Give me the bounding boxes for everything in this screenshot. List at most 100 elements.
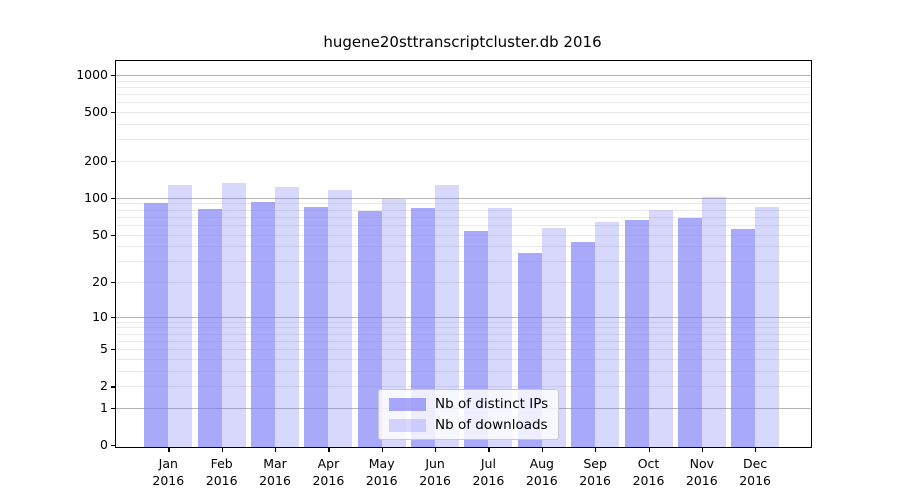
x-tick-label-oct: Oct 2016 [632, 456, 665, 488]
legend-item-distinct-ips: Nb of distinct IPs [389, 396, 548, 412]
x-tick-mark-aug [541, 447, 544, 452]
bar-downloads-mar [275, 187, 299, 447]
legend-label-distinct-ips: Nb of distinct IPs [435, 396, 549, 412]
bar-downloads-nov [701, 197, 726, 447]
y-tick-mark-10 [110, 316, 115, 318]
bar-distinct-ips-nov [677, 218, 702, 447]
gridlines-layer [116, 61, 811, 447]
distinct-ips-swatch [389, 397, 426, 411]
minor-gridline-800 [116, 87, 811, 88]
bar-downloads-jan [168, 184, 193, 447]
x-tick-label-jul: Jul 2016 [472, 456, 505, 488]
minor-gridline-20 [116, 282, 811, 283]
y-tick-mark-0 [110, 445, 115, 447]
legend-item-downloads: Nb of downloads [389, 417, 548, 433]
minor-gridline-400 [116, 124, 811, 125]
x-tick-label-nov: Nov 2016 [685, 456, 718, 488]
x-tick-label-jan: Jan 2016 [152, 456, 185, 488]
y-tick-label-10: 10 [92, 308, 108, 324]
minor-gridline-8 [116, 327, 811, 329]
y-tick-label-20: 20 [92, 274, 108, 289]
y-tick-mark-1000 [110, 75, 115, 77]
y-tick-mark-1 [110, 407, 115, 410]
minor-gridline-9 [116, 321, 811, 323]
y-tick-mark-50 [110, 234, 115, 236]
y-tick-mark-2 [110, 386, 115, 388]
y-tick-mark-500 [110, 112, 115, 114]
minor-gridline-2 [116, 386, 811, 388]
minor-gridline-80 [116, 209, 811, 211]
minor-gridline-700 [116, 94, 811, 96]
y-tick-label-2: 2 [100, 378, 108, 394]
x-tick-mark-jan [168, 447, 170, 452]
legend: Nb of distinct IPs Nb of downloads [378, 389, 560, 440]
x-tick-mark-jul [488, 447, 490, 452]
x-tick-mark-nov [701, 447, 704, 452]
y-tick-label-5: 5 [100, 341, 108, 357]
x-tick-mark-feb [221, 447, 224, 452]
x-tick-mark-mar [275, 447, 277, 452]
minor-gridline-300 [116, 139, 811, 141]
y-tick-label-1000: 1000 [76, 67, 108, 82]
bar-downloads-dec [755, 207, 780, 447]
minor-gridline-3 [116, 370, 811, 372]
minor-gridline-40 [116, 246, 811, 248]
bar-distinct-ips-dec [731, 229, 756, 447]
x-tick-label-aug: Aug 2016 [525, 456, 558, 488]
y-tick-label-0: 0 [100, 437, 108, 452]
major-gridline-1000 [116, 75, 811, 76]
y-tick-label-500: 500 [84, 104, 108, 120]
minor-gridline-6 [116, 340, 811, 342]
minor-gridline-50 [116, 234, 811, 236]
x-tick-label-jun: Jun 2016 [419, 456, 451, 488]
chart-title: hugene20sttranscriptcluster.db 2016 [323, 33, 602, 51]
x-tick-label-feb: Feb 2016 [205, 456, 238, 488]
bar-distinct-ips-may [357, 211, 382, 447]
y-tick-label-200: 200 [84, 153, 108, 168]
minor-gridline-5 [116, 349, 811, 351]
bar-distinct-ips-sep [571, 242, 596, 447]
minor-gridline-70 [116, 216, 811, 218]
x-tick-mark-may [381, 447, 384, 452]
bar-downloads-oct [648, 209, 673, 447]
bar-downloads-feb [221, 183, 246, 447]
y-tick-label-100: 100 [84, 189, 108, 205]
bar-distinct-ips-mar [251, 201, 275, 447]
y-tick-mark-5 [110, 349, 115, 351]
major-gridline-10 [116, 316, 811, 318]
x-tick-label-mar: Mar 2016 [259, 456, 291, 488]
legend-label-downloads: Nb of downloads [435, 417, 548, 433]
x-tick-mark-dec [755, 447, 757, 452]
x-tick-label-sep: Sep 2016 [579, 456, 611, 488]
bar-distinct-ips-jan [144, 203, 169, 447]
y-tick-mark-100 [110, 197, 115, 200]
minor-gridline-4 [116, 358, 811, 360]
minor-gridline-600 [116, 102, 811, 104]
minor-gridline-7 [116, 333, 811, 335]
bar-distinct-ips-oct [624, 219, 649, 447]
x-tick-label-apr: Apr 2016 [312, 456, 345, 488]
bar-distinct-ips-feb [197, 209, 222, 447]
x-tick-label-dec: Dec 2016 [739, 456, 771, 488]
minor-gridline-90 [116, 203, 811, 205]
bar-downloads-apr [328, 190, 353, 447]
y-tick-label-1: 1 [100, 399, 108, 415]
bar-distinct-ips-apr [304, 207, 329, 447]
minor-gridline-500 [116, 112, 811, 114]
minor-gridline-30 [116, 261, 811, 263]
bar-downloads-sep [595, 222, 620, 447]
x-tick-mark-oct [648, 447, 650, 452]
major-gridline-100 [116, 197, 811, 199]
minor-gridline-900 [116, 80, 811, 82]
axes-ticks-layer: 1000 500 200 100 50 20 10 5 2 1 0 Jan 2016 Feb 2016 M… [76, 61, 811, 488]
downloads-swatch [389, 418, 426, 432]
x-tick-mark-sep [595, 447, 597, 452]
x-tick-label-may: May 2016 [365, 456, 398, 488]
x-tick-mark-jun [435, 447, 437, 452]
plot-area: 1000 500 200 100 50 20 10 5 2 1 0 Jan 2016 Feb 2016 M… [76, 60, 812, 488]
x-tick-mark-apr [328, 447, 330, 452]
minor-gridline-60 [116, 224, 811, 226]
minor-gridline-200 [116, 161, 811, 162]
y-tick-mark-200 [110, 161, 115, 163]
